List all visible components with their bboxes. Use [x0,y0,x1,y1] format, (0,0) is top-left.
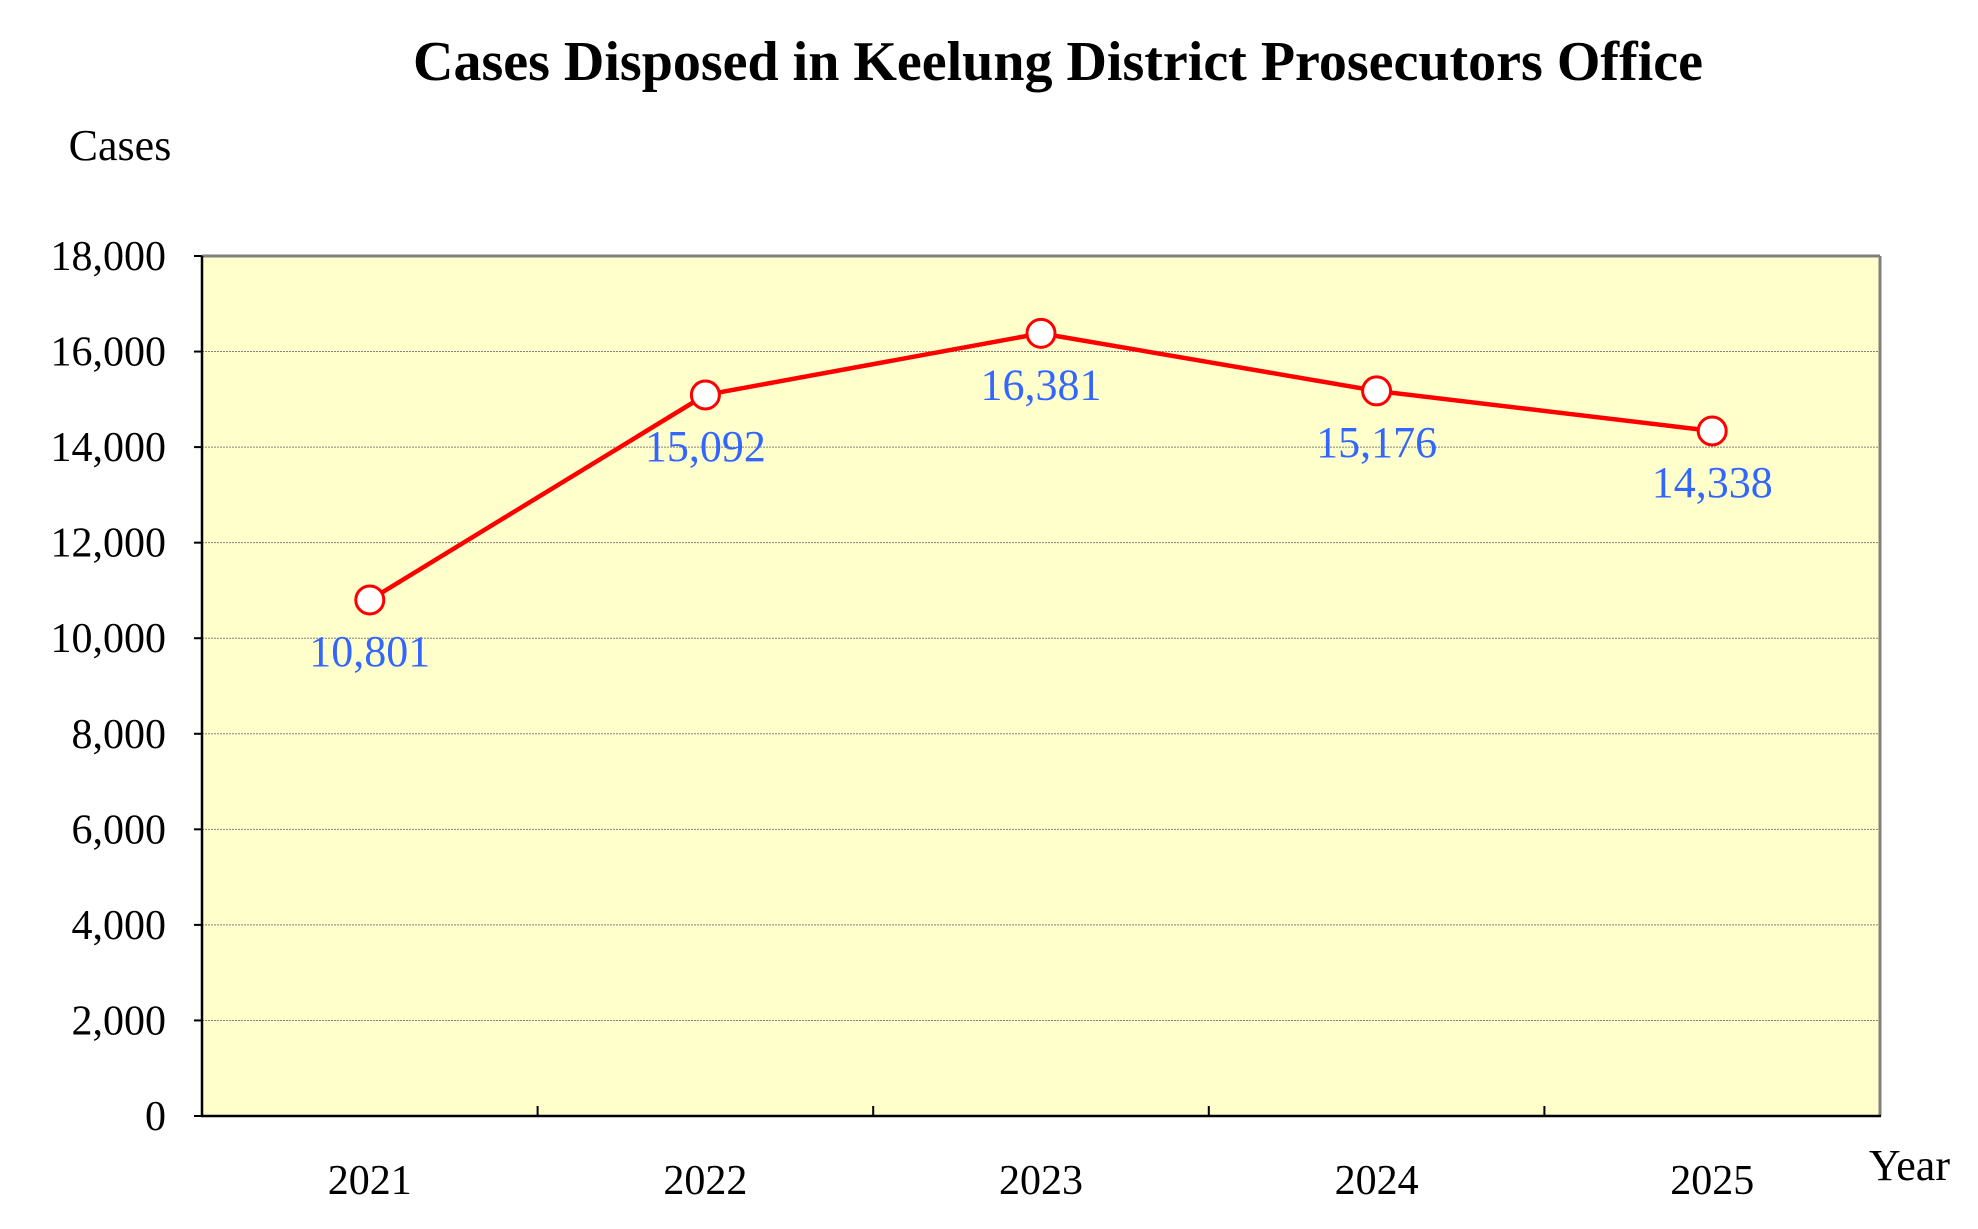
data-value-label: 15,176 [1316,418,1437,467]
x-tick-label: 2021 [328,1158,412,1204]
data-point-marker [354,584,386,616]
data-point-marker [689,379,721,411]
plot-frame [202,254,1882,1116]
y-tick-label: 0 [145,1094,166,1140]
y-tick-label: 12,000 [51,521,167,567]
data-point-marker [1025,317,1057,349]
data-point-marker [1361,375,1393,407]
plot-area [202,256,1880,1116]
y-tick-label: 4,000 [72,903,167,949]
y-tick-label: 6,000 [72,807,167,853]
y-tick-labels: 0 2,000 4,000 6,000 8,000 10,000 12,000 14,000 1… [51,234,167,1140]
data-markers [354,317,1728,616]
gridlines [202,351,1880,1021]
y-tick-label: 10,000 [51,616,167,662]
y-tick-label: 16,000 [51,330,167,376]
chart-title: Cases Disposed in Keelung District Prose… [413,31,1703,93]
data-value-label: 14,338 [1652,458,1773,507]
y-axis-unit-label: Cases [69,121,172,170]
x-axis-unit-label: Year [1869,1141,1950,1190]
data-point-marker [1696,415,1728,447]
x-tick-label: 2024 [1335,1158,1419,1204]
y-tick-label: 18,000 [51,234,167,280]
axes [194,255,1881,1118]
x-tick-label: 2025 [1670,1158,1754,1204]
data-value-label: 16,381 [981,360,1102,409]
x-tick-label: 2022 [663,1158,747,1204]
data-value-label: 15,092 [645,422,766,471]
data-labels: 10,801 15,092 16,381 15,176 14,338 [309,360,1772,676]
y-tick-label: 2,000 [72,998,167,1044]
y-tick-label: 8,000 [72,712,167,758]
x-tick-label: 2023 [999,1158,1083,1204]
y-tick-label: 14,000 [51,425,167,471]
x-tick-labels: 2021 2022 2023 2024 2025 [328,1158,1754,1204]
data-value-label: 10,801 [309,627,430,676]
